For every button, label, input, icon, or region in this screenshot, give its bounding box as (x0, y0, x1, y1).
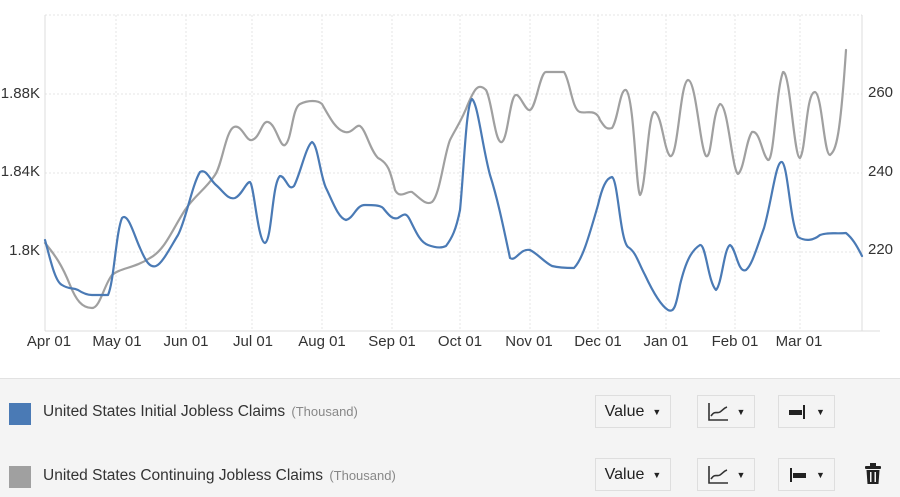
y-axis-right-tick: 220 (868, 241, 894, 258)
x-axis-tick: Nov 01 (505, 333, 553, 350)
series-label: United States Initial Jobless Claims (Th… (43, 403, 358, 421)
line-chart (43, 14, 880, 332)
series-color-swatch[interactable] (9, 466, 31, 488)
chart-type-dropdown[interactable]: ▼ (697, 395, 755, 428)
axis-dropdown[interactable]: ▼ (778, 395, 835, 428)
y-axis-left-tick: 1.8K (9, 242, 40, 259)
trash-icon[interactable] (862, 462, 884, 486)
series-unit: (Thousand) (329, 468, 396, 483)
y-axis-left-tick: 1.88K (0, 85, 40, 102)
caret-down-icon: ▼ (652, 469, 662, 480)
gridlines (45, 14, 862, 331)
axes (44, 15, 880, 332)
line-chart-icon (707, 402, 728, 421)
caret-down-icon: ▼ (816, 406, 825, 417)
line-chart-icon (707, 465, 728, 484)
series-label: United States Continuing Jobless Claims … (43, 467, 396, 485)
value-dropdown-label: Value (604, 402, 645, 420)
x-axis-tick: Apr 01 (26, 333, 72, 350)
caret-down-icon: ▼ (736, 406, 746, 417)
legend-panel: United States Initial Jobless Claims (Th… (0, 378, 900, 497)
series-color-swatch[interactable] (9, 403, 31, 425)
x-axis-tick: Jun 01 (163, 333, 209, 350)
x-axis-tick: Oct 01 (437, 333, 483, 350)
x-axis-tick: Aug 01 (298, 333, 346, 350)
chart-area: 1.88K 1.84K 1.8K 260 240 220 Apr 01 May … (0, 14, 894, 350)
x-axis-tick: Feb 01 (711, 333, 759, 350)
x-axis-tick: May 01 (92, 333, 142, 350)
axis-dropdown[interactable]: ▼ (778, 458, 835, 491)
y-axis-right-tick: 240 (868, 163, 894, 180)
y-axis-right-tick: 260 (868, 84, 894, 101)
x-axis-tick: Sep 01 (368, 333, 416, 350)
legend-row-continuing-claims: United States Continuing Jobless Claims … (0, 457, 900, 497)
value-dropdown-label: Value (604, 465, 645, 483)
series-unit: (Thousand) (291, 404, 358, 419)
caret-down-icon: ▼ (816, 469, 825, 480)
legend-row-initial-claims: United States Initial Jobless Claims (Th… (0, 393, 900, 433)
series-name: United States Continuing Jobless Claims (43, 467, 323, 484)
axis-right-icon (789, 404, 806, 419)
caret-down-icon: ▼ (736, 469, 746, 480)
y-axis-left-tick: 1.84K (0, 163, 40, 180)
value-dropdown[interactable]: Value ▼ (595, 395, 671, 428)
value-dropdown[interactable]: Value ▼ (595, 458, 671, 491)
x-axis-tick: Mar 01 (775, 333, 823, 350)
x-axis-tick: Jan 01 (643, 333, 689, 350)
series-line-continuing-claims[interactable] (43, 48, 848, 310)
x-axis-tick: Jul 01 (232, 333, 274, 350)
axis-left-icon (790, 467, 807, 482)
caret-down-icon: ▼ (652, 406, 662, 417)
series-line-initial-claims[interactable] (43, 97, 864, 312)
series-name: United States Initial Jobless Claims (43, 403, 286, 420)
chart-type-dropdown[interactable]: ▼ (697, 458, 755, 491)
x-axis-tick: Dec 01 (574, 333, 622, 350)
